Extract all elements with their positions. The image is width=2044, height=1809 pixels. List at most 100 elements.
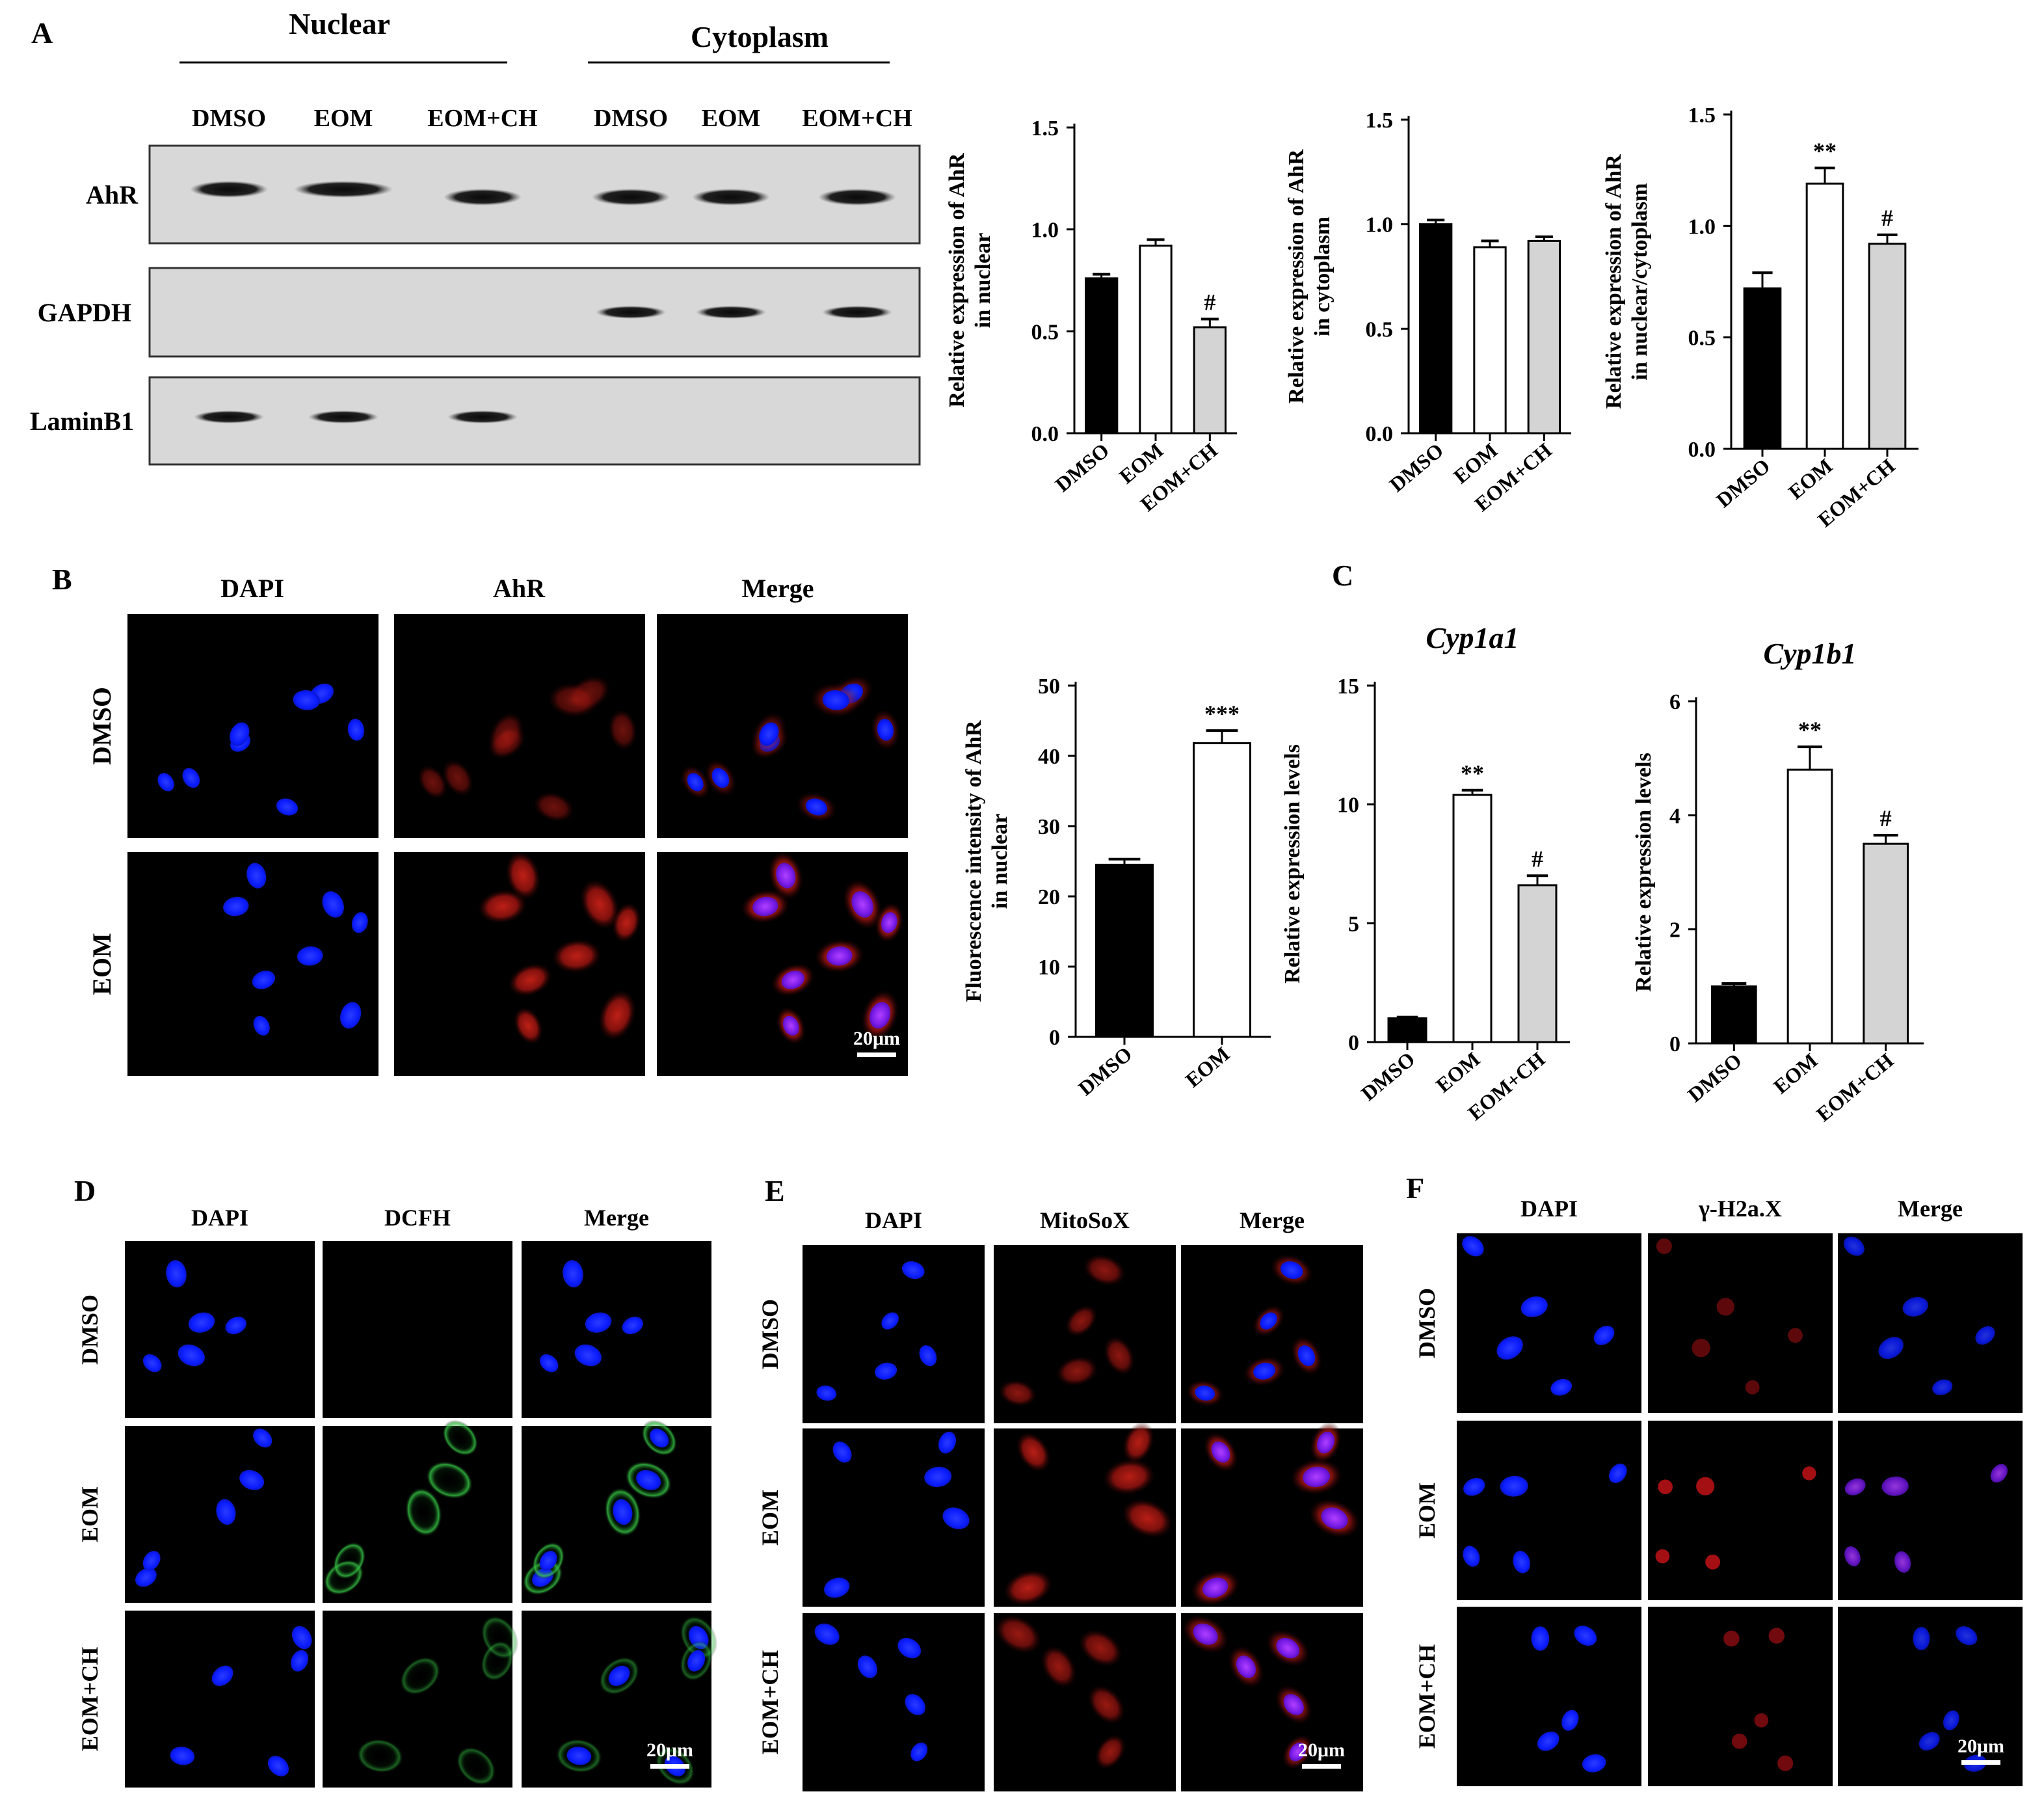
micrograph-stain xyxy=(323,1611,519,1788)
nucleus xyxy=(1280,1261,1303,1280)
foci-spot xyxy=(1777,1755,1794,1771)
bar-eom xyxy=(1473,246,1507,435)
nucleus xyxy=(1902,1296,1928,1317)
micrograph-dapi xyxy=(1457,1607,1641,1786)
nucleus xyxy=(585,1312,612,1333)
micrograph-dapi xyxy=(803,1428,985,1607)
y-tick-label: 50 xyxy=(1038,675,1060,699)
nucleus xyxy=(1297,1345,1316,1367)
group-label-nuclear: Nuclear xyxy=(289,7,390,40)
micrograph-dapi xyxy=(127,614,378,838)
cell-stain xyxy=(612,902,641,943)
nucleus xyxy=(877,718,894,741)
nucleus xyxy=(1918,1732,1940,1750)
row-label: EOM+CH xyxy=(1414,1644,1440,1749)
y-axis-label: Fluorescence intensity of AhR in nuclear xyxy=(962,720,1012,1002)
nucleus xyxy=(291,1626,312,1650)
nucleus xyxy=(1943,1710,1959,1731)
nucleus xyxy=(351,912,368,933)
scale-bar-label: 20μm xyxy=(1958,1735,2004,1757)
nucleus xyxy=(1303,1466,1331,1488)
micrograph-grid-d: DAPI DCFH Merge DMSO EOM EOM+CH 20μm xyxy=(77,1205,718,1788)
column-label: DAPI xyxy=(865,1207,922,1233)
cell-stain xyxy=(456,1747,496,1786)
nucleus xyxy=(135,1568,157,1587)
y-tick-label: 0.5 xyxy=(1366,317,1394,342)
nucleus xyxy=(1593,1325,1615,1345)
y-axis-label-line: in cytoplasm xyxy=(1310,217,1334,336)
scale-bar xyxy=(650,1764,689,1769)
cell-stain xyxy=(399,1656,441,1696)
micrograph-merge xyxy=(522,1611,718,1788)
significance-mark: # xyxy=(1880,805,1892,831)
y-tick-label: 6 xyxy=(1669,690,1680,714)
y-tick-label: 15 xyxy=(1337,675,1359,699)
nucleus xyxy=(1574,1626,1597,1646)
nucleus xyxy=(340,1002,362,1029)
micrograph-dapi xyxy=(127,852,378,1076)
nucleus xyxy=(291,1650,309,1672)
micrograph-stain xyxy=(994,1245,1176,1423)
lane-label-5: EOM+CH xyxy=(802,105,912,132)
nucleus xyxy=(142,1354,162,1373)
nucleus xyxy=(252,971,276,989)
nucleus xyxy=(563,1260,583,1288)
nucleus xyxy=(170,1747,195,1765)
foci-spot xyxy=(1692,1339,1710,1358)
bar-dmso xyxy=(1387,1017,1427,1043)
foci-spot xyxy=(1696,1477,1715,1495)
nucleus xyxy=(851,891,873,918)
scale-bar xyxy=(857,1052,896,1057)
bar-dmso xyxy=(1419,223,1453,435)
blot-panel-ahr xyxy=(148,144,921,245)
micrograph-bg xyxy=(1457,1233,1641,1413)
cell-stain xyxy=(1103,1458,1156,1495)
cell-stain xyxy=(1083,1254,1126,1287)
y-axis-label-line: Relative expression of AhR xyxy=(1284,149,1308,404)
micrograph-stain xyxy=(994,1613,1176,1791)
panel-letter-b: B xyxy=(52,563,72,596)
y-tick-label: 1.0 xyxy=(1366,213,1394,237)
micrograph-bg xyxy=(1838,1421,2023,1600)
blot-band xyxy=(818,189,896,206)
y-tick-label: 30 xyxy=(1038,815,1060,839)
bar-eom xyxy=(1193,742,1251,1038)
bar-dmso xyxy=(1085,277,1119,435)
cell-stain xyxy=(505,851,541,900)
cell-stain xyxy=(533,792,575,822)
blot-row-label: LaminB1 xyxy=(30,407,134,436)
y-tick-label: 0.0 xyxy=(1366,422,1394,446)
micrograph-merge xyxy=(522,1241,711,1418)
nucleus xyxy=(1520,1296,1548,1317)
micrograph-dapi xyxy=(1457,1421,1641,1600)
nucleus xyxy=(1609,1463,1627,1483)
nucleus xyxy=(347,718,365,741)
nucleus xyxy=(826,946,853,966)
foci-spot xyxy=(1754,1713,1769,1728)
foci-spot xyxy=(1655,1549,1670,1564)
micrograph-dapi xyxy=(1457,1233,1641,1413)
scale-bar-label: 20μm xyxy=(646,1739,693,1761)
nucleus xyxy=(805,798,828,816)
micrograph-stain xyxy=(1648,1233,1833,1413)
x-tick-label: EOM xyxy=(1769,1049,1822,1099)
nucleus xyxy=(711,768,730,788)
column-label: Merge xyxy=(741,574,814,603)
micrograph-merge xyxy=(1838,1421,2023,1600)
cell-stain xyxy=(488,712,524,757)
micrograph-stain xyxy=(323,1241,512,1418)
cell-stain xyxy=(1095,1734,1126,1770)
nucleus xyxy=(687,773,704,792)
cell-stain xyxy=(513,1007,543,1045)
row-label: EOM xyxy=(77,1486,103,1542)
chart-cyp1b1: 0 2 4 6 Relative expression levels Cyp1b1 DMSO… xyxy=(1632,637,1924,1126)
foci-spot xyxy=(1788,1328,1803,1343)
nucleus xyxy=(253,1015,270,1036)
cell-stain xyxy=(607,708,637,751)
cell-stain xyxy=(332,1542,366,1580)
micrograph-bg xyxy=(127,852,378,1076)
nucleus xyxy=(574,1344,602,1367)
panel-letter-f: F xyxy=(1406,1172,1424,1205)
nucleus xyxy=(622,1317,643,1335)
chart-ahr-nuclear: 0.0 0.5 1.0 1.5 Relative expression of AhR in… xyxy=(945,116,1237,516)
